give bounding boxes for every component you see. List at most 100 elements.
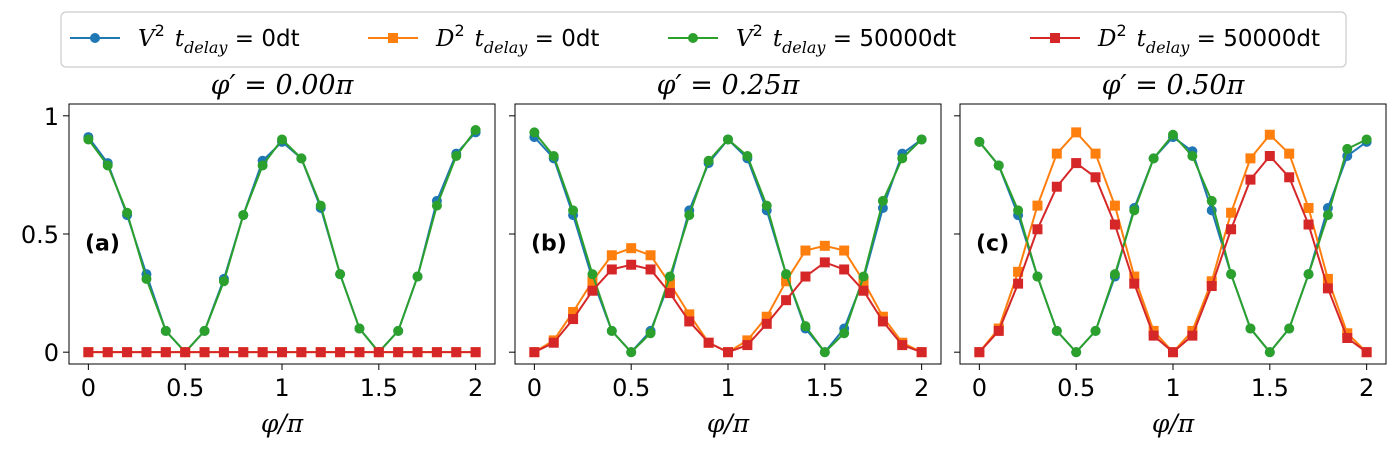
data-point: [1361, 134, 1372, 145]
data-point: [1187, 151, 1198, 161]
x-tick-label: 1: [1165, 374, 1180, 402]
series-line: [978, 135, 1368, 354]
data-point: [354, 347, 365, 358]
data-point: [1187, 330, 1198, 341]
data-point: [102, 160, 113, 171]
data-point: [993, 160, 1004, 171]
data-point: [102, 347, 113, 358]
data-point: [897, 340, 908, 351]
x-tick-label: 0: [81, 374, 96, 402]
data-point: [354, 323, 365, 334]
data-point: [800, 245, 811, 256]
data-point: [587, 269, 598, 280]
data-point: [1322, 273, 1333, 284]
data-point: [664, 278, 675, 289]
data-point: [993, 325, 1004, 336]
data-point: [1168, 129, 1178, 140]
data-point: [1303, 269, 1314, 280]
data-point: [916, 134, 927, 145]
series-line: [978, 154, 1368, 354]
legend-marker-circle: [688, 33, 698, 43]
data-point: [238, 347, 249, 358]
data-point: [800, 271, 811, 282]
y-tick-label: 1: [44, 103, 59, 131]
data-point: [1303, 203, 1314, 213]
legend-label: V2 tdelay = 50000dt: [736, 21, 956, 57]
legend-entry-V2_50000: V2 tdelay = 50000dt: [668, 21, 956, 57]
data-point: [645, 328, 656, 339]
x-tick-label: 1.5: [1251, 374, 1289, 402]
data-point: [1090, 325, 1101, 336]
data-point: [199, 325, 210, 336]
legend: V2 tdelay = 0dt D2 tdelay = 0dt V2 tdelay = 5…: [60, 11, 1347, 68]
data-point: [606, 325, 617, 336]
data-point: [1342, 143, 1353, 154]
legend-label: V2 tdelay = 0dt: [138, 21, 300, 57]
data-point: [1051, 325, 1062, 336]
x-tick-label: 1: [274, 374, 289, 402]
data-point: [1129, 205, 1140, 216]
data-point: [1264, 129, 1275, 140]
series-line: [978, 130, 1368, 354]
x-tick-label: 1: [720, 374, 735, 402]
data-point: [1322, 210, 1333, 221]
data-point: [1226, 207, 1237, 218]
x-tick-label: 2: [468, 374, 483, 402]
data-point: [1109, 219, 1120, 230]
data-point: [1051, 148, 1062, 159]
x-tick-label: 2: [1359, 374, 1374, 402]
data-point: [606, 250, 617, 261]
data-point: [1284, 148, 1295, 159]
series-V2_0: [83, 127, 481, 358]
data-point: [160, 325, 171, 336]
legend-entry-D2_50000: D2 tdelay = 50000dt: [1030, 21, 1320, 57]
x-tick-label: 0.5: [612, 374, 650, 402]
data-point: [160, 347, 171, 358]
data-point: [568, 307, 579, 317]
panel-title: φ′ = 0.50π: [1102, 70, 1246, 101]
x-tick-label: 0.5: [166, 374, 204, 402]
data-point: [412, 271, 423, 282]
data-point: [839, 264, 850, 275]
legend-marker-square: [1050, 33, 1060, 43]
data-point: [723, 134, 733, 145]
data-point: [1303, 219, 1314, 230]
data-point: [819, 257, 830, 268]
panel-label: (b): [531, 232, 567, 257]
data-point: [1090, 172, 1101, 183]
data-point: [335, 347, 346, 358]
data-point: [393, 325, 404, 336]
data-point: [1109, 200, 1120, 211]
legend-marker-square: [388, 33, 398, 43]
data-point: [1264, 151, 1275, 161]
x-axis-label: φ/π: [1152, 409, 1195, 438]
data-point: [587, 285, 598, 296]
data-point: [703, 337, 714, 348]
data-point: [141, 273, 152, 284]
data-point: [858, 285, 869, 296]
data-point: [451, 347, 462, 358]
data-point: [916, 347, 927, 358]
series-V2_0: [529, 132, 927, 358]
panel-title: φ′ = 0.25π: [657, 70, 801, 101]
data-point: [257, 347, 268, 358]
series-line: [533, 131, 923, 354]
legend-marker-circle: [90, 33, 100, 43]
series-V2_0: [974, 132, 1372, 358]
data-point: [296, 347, 307, 358]
data-point: [548, 337, 559, 348]
data-point: [122, 207, 133, 218]
data-point: [83, 134, 94, 145]
series-line: [533, 244, 923, 354]
series-D2_50000: [83, 347, 481, 358]
panel-label: (c): [976, 232, 1009, 257]
data-point: [83, 347, 94, 358]
data-point: [1129, 278, 1140, 289]
data-point: [1032, 271, 1043, 282]
data-point: [761, 200, 772, 211]
data-point: [684, 309, 695, 320]
data-point: [606, 264, 617, 275]
series-V2_50000: [974, 129, 1372, 358]
data-point: [1051, 181, 1062, 192]
